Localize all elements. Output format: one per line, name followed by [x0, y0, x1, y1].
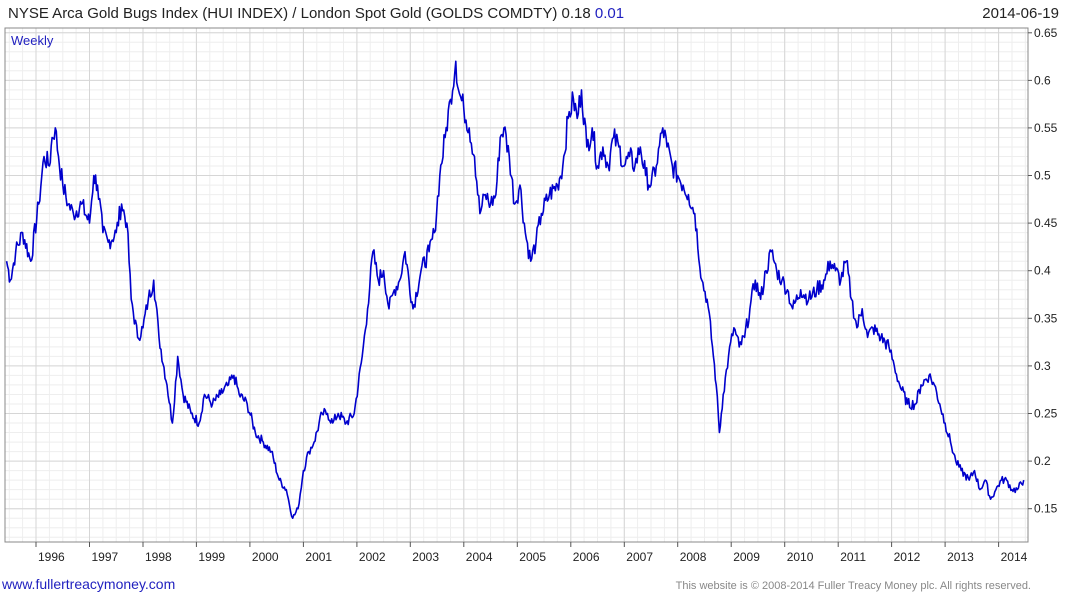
- x-tick-label: 2005: [519, 550, 546, 564]
- series-line: [5, 60, 1025, 519]
- x-tick-label: 2003: [412, 550, 439, 564]
- x-tick-label: 2014: [1001, 550, 1028, 564]
- x-tick-label: 2012: [894, 550, 921, 564]
- chart-title-change: 0.01: [594, 5, 625, 22]
- x-tick-label: 2008: [680, 550, 707, 564]
- x-tick-label: 2004: [466, 550, 493, 564]
- chart-date: 2014-06-19: [982, 5, 1059, 22]
- x-tick-label: 2002: [359, 550, 386, 564]
- x-tick-label: 1998: [145, 550, 172, 564]
- x-tick-label: 2009: [733, 550, 760, 564]
- x-tick-label: 1996: [38, 550, 65, 564]
- site-link[interactable]: www.fullertreacymoney.com: [2, 576, 176, 592]
- x-tick-label: 2013: [947, 550, 974, 564]
- y-axis: 0.15 0.2 0.25 0.3 0.35 0.4 0.45 0.5 0.55 0.6 0.65: [1028, 26, 1058, 516]
- chart-title-main: NYSE Arca Gold Bugs Index (HUI INDEX) / …: [8, 5, 591, 22]
- plot-frame: [4, 27, 1029, 543]
- y-tick-label: 0.55: [1034, 121, 1058, 135]
- line-layer: [5, 60, 1025, 519]
- x-tick-label: 2006: [573, 550, 600, 564]
- frequency-label: Weekly: [11, 33, 54, 48]
- x-tick-label: 2001: [305, 550, 332, 564]
- x-tick-label: 2010: [787, 550, 814, 564]
- x-tick-label: 1999: [198, 550, 225, 564]
- chart-title: NYSE Arca Gold Bugs Index (HUI INDEX) / …: [8, 5, 624, 22]
- x-tick-label: 2007: [626, 550, 653, 564]
- x-tick-label: 2000: [252, 550, 279, 564]
- y-tick-label: 0.3: [1034, 359, 1051, 373]
- x-axis: 1996 1997 1998 1999 2000 2001 2002 2003 2004 2005…: [35, 542, 1028, 564]
- y-tick-label: 0.25: [1034, 407, 1058, 421]
- y-tick-label: 0.2: [1034, 454, 1051, 468]
- y-tick-label: 0.15: [1034, 502, 1058, 516]
- y-tick-label: 0.35: [1034, 311, 1058, 325]
- y-tick-label: 0.5: [1034, 169, 1051, 183]
- copyright-notice: This website is © 2008-2014 Fuller Treac…: [675, 580, 1031, 592]
- y-tick-label: 0.6: [1034, 73, 1051, 87]
- chart-header: NYSE Arca Gold Bugs Index (HUI INDEX) / …: [8, 5, 1063, 27]
- y-tick-label: 0.65: [1034, 26, 1058, 40]
- x-tick-label: 2011: [840, 550, 866, 564]
- y-tick-label: 0.4: [1034, 264, 1051, 278]
- x-tick-label: 1997: [92, 550, 119, 564]
- y-tick-label: 0.45: [1034, 216, 1058, 230]
- grid-layer: [5, 28, 1028, 542]
